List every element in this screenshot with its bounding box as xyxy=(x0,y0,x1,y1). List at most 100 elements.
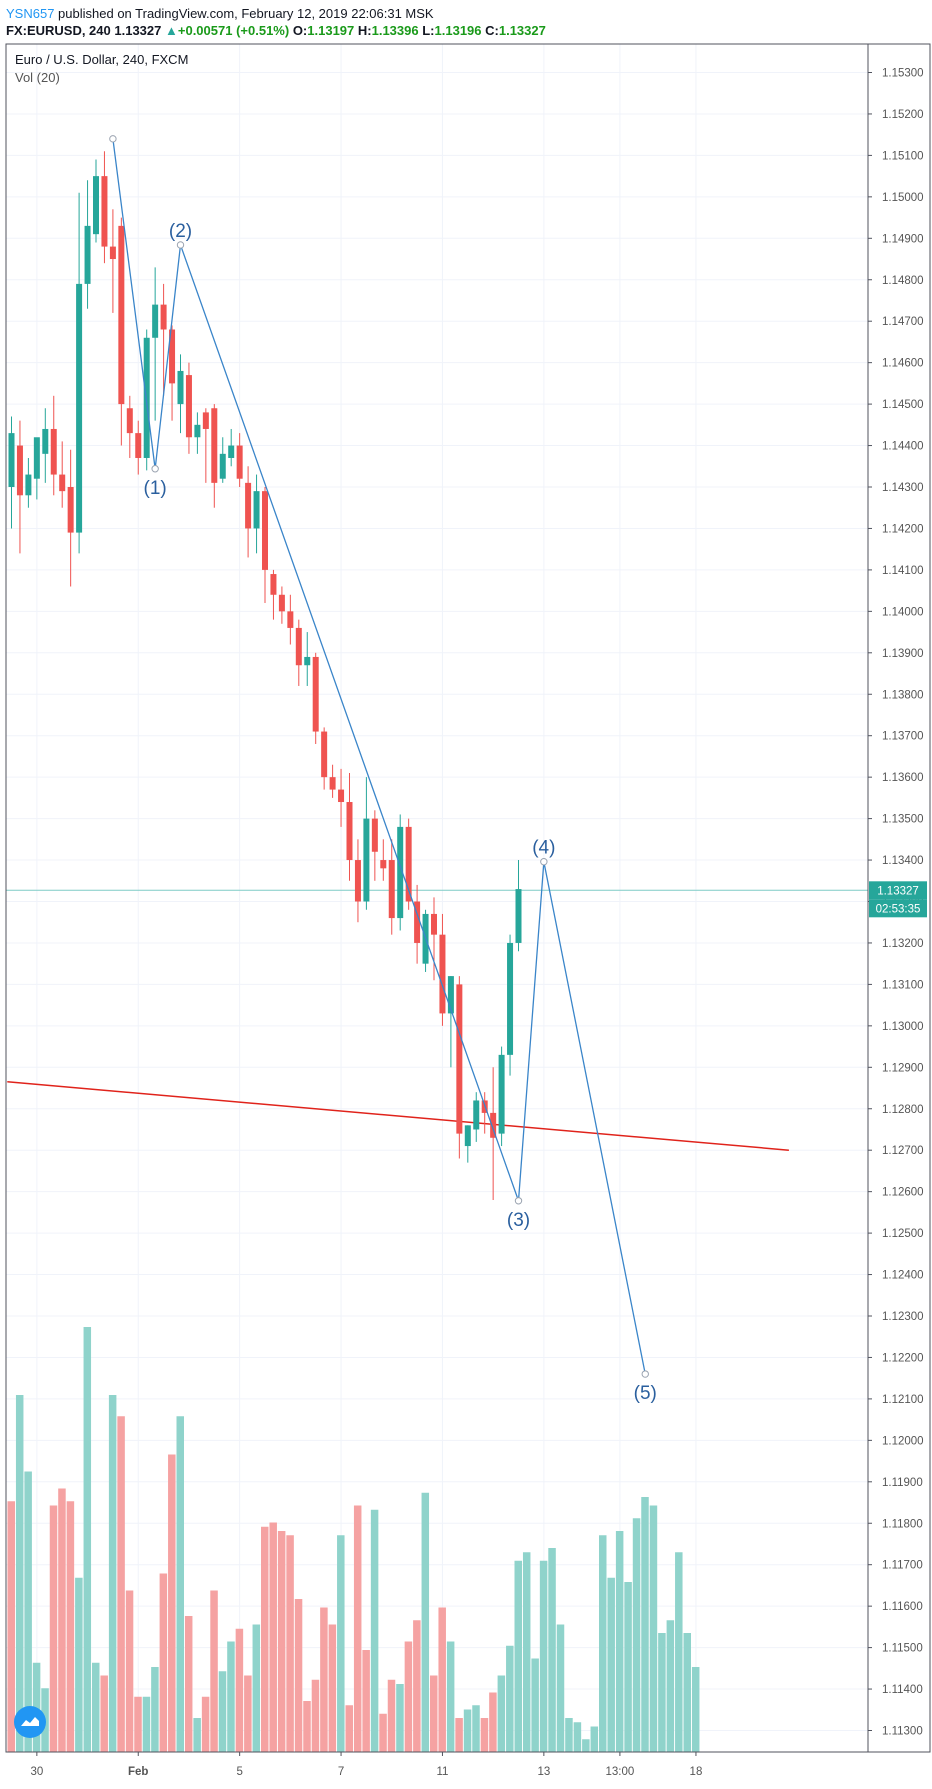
volume-bar xyxy=(615,1531,624,1752)
volume-bar xyxy=(210,1590,218,1752)
price-tick-label: 1.11400 xyxy=(882,1684,923,1696)
candle-body xyxy=(245,482,252,529)
last-price-tag-bg xyxy=(869,881,927,900)
candle-body xyxy=(329,777,336,790)
volume-bar xyxy=(244,1675,252,1752)
candle-body xyxy=(363,818,370,902)
volume-bar xyxy=(413,1620,421,1752)
candle-body xyxy=(42,428,49,454)
candle-body xyxy=(67,487,74,533)
volume-bar xyxy=(404,1641,413,1752)
candle-body xyxy=(152,304,159,338)
volume-bar xyxy=(446,1641,455,1752)
tradingview-logo-icon[interactable] xyxy=(14,1706,46,1738)
candle-body xyxy=(295,627,302,666)
volume-bar xyxy=(328,1624,337,1752)
volume-bar xyxy=(599,1535,607,1752)
wave-path: (1) (2) (3) (4) (5) xyxy=(109,135,657,1404)
volume-bar xyxy=(590,1726,599,1752)
candle-body xyxy=(498,1054,505,1134)
wave-label: (3) xyxy=(507,1210,530,1231)
wave-label: (5) xyxy=(634,1383,657,1404)
price-tick-label: 1.11900 xyxy=(882,1477,923,1489)
candle-body xyxy=(371,818,378,852)
volume-bar xyxy=(691,1667,700,1752)
price-tick-label: 1.13800 xyxy=(882,689,924,701)
volume-bar xyxy=(522,1552,531,1752)
symbol: FX:EURUSD, 240 xyxy=(6,23,111,38)
volume-bar xyxy=(66,1501,75,1752)
price-tick-label: 1.12800 xyxy=(882,1104,924,1116)
candle-body xyxy=(270,574,277,595)
volume-bar xyxy=(463,1709,472,1752)
grid xyxy=(6,44,868,1752)
volume-bar xyxy=(649,1505,658,1752)
volume-bars xyxy=(7,1327,700,1752)
volume-bar xyxy=(75,1577,83,1752)
close-value: 1.13327 xyxy=(498,23,546,38)
wave-point xyxy=(641,1370,649,1378)
volume-bar xyxy=(337,1535,345,1752)
author-link[interactable]: YSN657 xyxy=(6,6,55,21)
symbol-line: FX:EURUSD, 240 1.13327 ▲+0.00571 (+0.51%… xyxy=(6,23,546,38)
price-tick-label: 1.12500 xyxy=(882,1228,924,1240)
volume-bar xyxy=(227,1641,235,1752)
candle-body xyxy=(253,491,260,529)
wave-point xyxy=(176,241,185,249)
price-tick-label: 1.15300 xyxy=(882,68,924,80)
candle-body xyxy=(76,283,83,533)
volume-bar xyxy=(666,1620,675,1752)
volume-bar xyxy=(125,1590,134,1752)
candle-body xyxy=(59,474,66,492)
volume-bar xyxy=(345,1705,353,1752)
candle-body xyxy=(262,491,268,570)
price-tick-label: 1.12000 xyxy=(882,1435,924,1447)
wave-point xyxy=(514,1197,523,1205)
price-tick-label: 1.15100 xyxy=(882,150,924,162)
price-tick-label: 1.15200 xyxy=(882,109,924,121)
volume-bar xyxy=(320,1607,328,1752)
price-tick-label: 1.13400 xyxy=(882,855,924,867)
candle-body xyxy=(312,656,319,732)
publish-line: YSN657 published on TradingView.com, Feb… xyxy=(6,6,434,21)
candle-body xyxy=(219,453,226,479)
volume-bar xyxy=(201,1696,210,1752)
candle-body xyxy=(473,1100,480,1130)
volume-bar xyxy=(311,1679,320,1752)
volume-bar xyxy=(683,1633,691,1752)
candle-body xyxy=(169,329,176,384)
candle-body xyxy=(109,246,116,260)
volume-bar xyxy=(49,1505,58,1752)
wave-label: (2) xyxy=(169,221,192,242)
low-value: 1.13196 xyxy=(434,23,482,38)
last-price: 1.13327 xyxy=(114,23,162,38)
volume-bar xyxy=(480,1718,489,1752)
volume-bar xyxy=(455,1718,463,1752)
price-tick-label: 1.12600 xyxy=(882,1187,924,1199)
volume-bar xyxy=(632,1518,641,1752)
trend-line-segment xyxy=(7,1081,789,1151)
volume-bar xyxy=(7,1501,15,1752)
volume-bar xyxy=(379,1713,387,1752)
volume-bar xyxy=(269,1522,277,1752)
open-label: O: xyxy=(292,23,308,38)
volume-bar xyxy=(168,1454,176,1752)
price-tick-label: 1.12400 xyxy=(882,1270,924,1282)
volume-bar xyxy=(353,1505,362,1752)
price-tick-label: 1.12700 xyxy=(882,1145,924,1157)
volume-bar xyxy=(506,1645,514,1752)
candle-body xyxy=(380,860,387,869)
candle-body xyxy=(135,433,142,458)
countdown-tag-bg xyxy=(869,899,927,918)
price-axis: 1.15300 1.15200 1.15100 1.15000 1.14900 1.148… xyxy=(868,68,924,1738)
volume-bar xyxy=(100,1675,108,1752)
published-text: published on TradingView.com, February 1… xyxy=(58,6,434,21)
wave-point xyxy=(109,135,117,143)
chart-frame xyxy=(5,43,931,1753)
candle-body xyxy=(456,984,463,1134)
price-tick-label: 1.14100 xyxy=(882,565,924,577)
price-tick-label: 1.12900 xyxy=(882,1062,924,1074)
candle-body xyxy=(515,889,522,943)
candle-body xyxy=(126,408,133,434)
